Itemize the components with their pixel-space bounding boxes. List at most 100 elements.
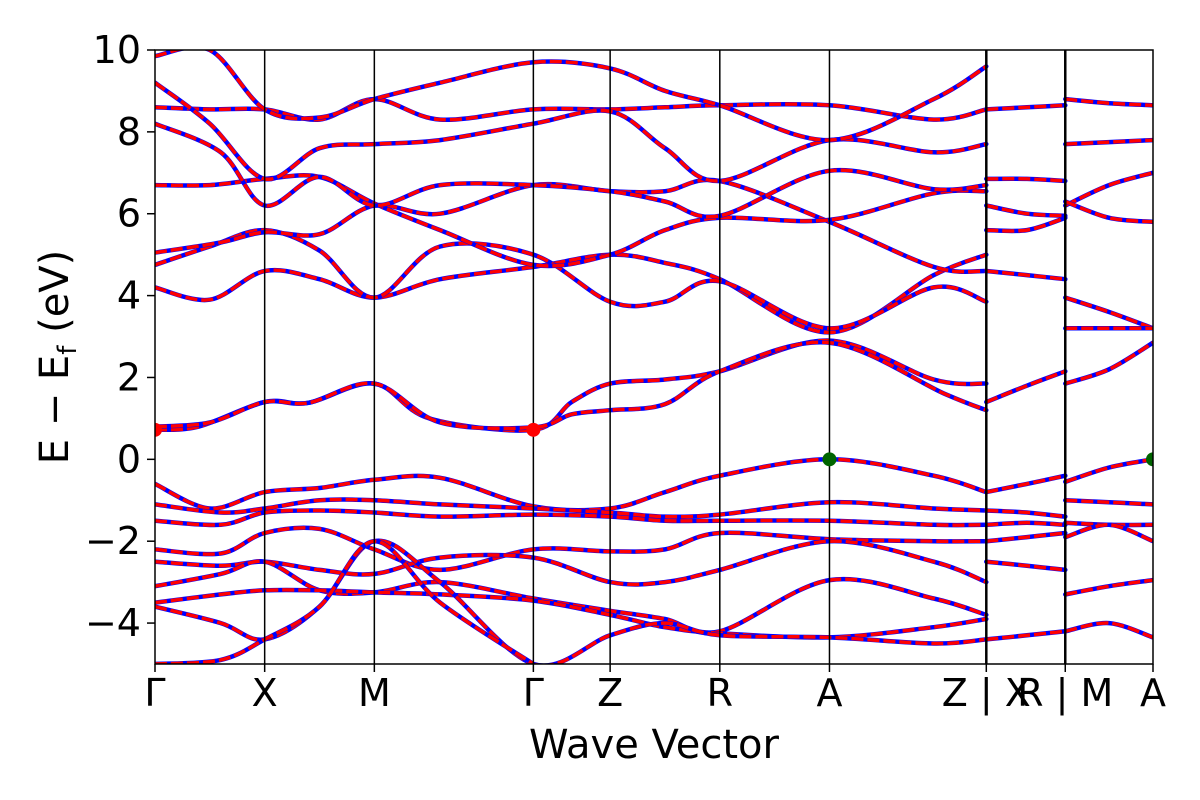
band-11-line bbox=[155, 497, 987, 519]
band-35-overlay bbox=[1063, 199, 1153, 225]
band-1-line bbox=[155, 340, 987, 431]
band-21-line bbox=[986, 216, 1066, 233]
band-27 bbox=[984, 520, 1068, 528]
x-axis: Γ X M Γ Z R A Z | XR | M A bbox=[144, 664, 1166, 716]
kpoint-lines bbox=[263, 50, 1067, 664]
band-42 bbox=[1063, 577, 1153, 597]
band-25 bbox=[984, 473, 1068, 495]
x-tick-label-7: Z | X bbox=[942, 671, 1031, 716]
band-1 bbox=[155, 340, 989, 431]
x-tick-label-0: Γ bbox=[144, 671, 165, 715]
band-38-overlay bbox=[1063, 457, 1153, 485]
band-18 bbox=[155, 538, 536, 664]
band-6-overlay bbox=[155, 121, 989, 220]
extrema-markers bbox=[155, 422, 1153, 467]
band-20 bbox=[984, 268, 1068, 282]
y-tick-label-2: 6 bbox=[117, 192, 141, 236]
band-38-line bbox=[1064, 457, 1153, 484]
band-30 bbox=[984, 629, 1068, 642]
band-34 bbox=[1063, 170, 1153, 208]
band-15-line bbox=[155, 559, 987, 635]
band-27-line bbox=[986, 521, 1066, 527]
band-3-line bbox=[155, 228, 987, 331]
band-32-overlay bbox=[1063, 340, 1153, 386]
plot-frame bbox=[154, 49, 1154, 665]
x-axis-title: Wave Vector bbox=[529, 722, 780, 768]
band-15 bbox=[155, 559, 989, 635]
band-28 bbox=[984, 530, 1068, 544]
band-22 bbox=[984, 203, 1068, 219]
band-0-overlay bbox=[155, 338, 989, 433]
x-tick-label-1: X bbox=[252, 671, 278, 715]
band-20-line bbox=[986, 269, 1066, 281]
x-tick-label-8: R | M bbox=[1017, 671, 1113, 716]
band-9 bbox=[155, 50, 989, 143]
band-18-line bbox=[155, 539, 535, 664]
band-35 bbox=[1063, 199, 1153, 225]
x-tick-label-5: R bbox=[707, 671, 733, 715]
cbm-marker-0 bbox=[155, 422, 162, 437]
y-axis-title-sub: f bbox=[53, 345, 83, 355]
band-23 bbox=[984, 176, 1068, 184]
band-30-line bbox=[986, 629, 1066, 642]
band-31 bbox=[1063, 295, 1153, 331]
band-15-overlay bbox=[155, 559, 989, 635]
band-39 bbox=[1063, 498, 1153, 507]
band-3 bbox=[155, 227, 989, 331]
x-tick-label-3: Γ bbox=[523, 671, 544, 715]
band-14-line bbox=[155, 539, 987, 587]
y-tick-label-6: −2 bbox=[85, 519, 141, 563]
band-24-line bbox=[986, 103, 1066, 112]
band-3-overlay bbox=[155, 227, 989, 331]
y-tick-label-0: 10 bbox=[93, 28, 141, 72]
band-28-line bbox=[986, 531, 1066, 543]
y-axis-title-unit: (eV) bbox=[32, 250, 78, 346]
band-43 bbox=[1063, 620, 1153, 640]
band-42-line bbox=[1064, 578, 1153, 597]
band-19 bbox=[984, 369, 1068, 405]
band-26 bbox=[984, 508, 1068, 519]
band-43-line bbox=[1064, 621, 1153, 640]
band-32-line bbox=[1064, 341, 1153, 386]
band-35-line bbox=[1064, 199, 1153, 224]
band-22-line bbox=[985, 203, 1066, 218]
band-25-line bbox=[985, 473, 1066, 494]
band-36 bbox=[1063, 137, 1153, 147]
band-21 bbox=[984, 215, 1068, 234]
band-9-line bbox=[155, 50, 988, 142]
bands-layer bbox=[155, 50, 1153, 664]
y-tick-label-1: 8 bbox=[117, 110, 141, 154]
band-38 bbox=[1063, 457, 1153, 485]
band-18-overlay bbox=[155, 538, 536, 664]
x-tick-label-4: Z bbox=[597, 671, 623, 715]
band-41-overlay bbox=[1063, 522, 1153, 544]
x-tick-label-9: A bbox=[1140, 671, 1166, 715]
band-37 bbox=[1063, 96, 1153, 108]
band-0 bbox=[155, 338, 989, 433]
band-31-line bbox=[1064, 295, 1153, 330]
band-41 bbox=[1063, 522, 1153, 544]
band-6 bbox=[155, 121, 989, 220]
band-31-overlay bbox=[1063, 295, 1153, 331]
y-axis: 10 8 6 4 2 0 −2 −4 bbox=[85, 28, 155, 645]
y-axis-title-main: E − E bbox=[32, 355, 78, 465]
band-19-line bbox=[985, 369, 1066, 404]
band-29-line bbox=[986, 559, 1066, 572]
vbm-marker-1 bbox=[1146, 452, 1153, 467]
y-tick-label-4: 2 bbox=[117, 355, 141, 399]
band-39-line bbox=[1065, 498, 1153, 507]
y-tick-label-7: −4 bbox=[85, 601, 141, 645]
band-37-line bbox=[1065, 97, 1153, 108]
cbm-marker-1 bbox=[526, 422, 541, 437]
y-tick-label-5: 0 bbox=[117, 437, 141, 481]
band-26-line bbox=[986, 508, 1066, 519]
band-41-line bbox=[1064, 523, 1153, 543]
band-34-overlay bbox=[1063, 170, 1153, 208]
band-23-line bbox=[986, 177, 1066, 183]
band-0-line bbox=[155, 338, 987, 433]
y-axis-title: E − Ef (eV) bbox=[32, 250, 83, 465]
band-32 bbox=[1063, 340, 1153, 386]
band-24 bbox=[984, 103, 1068, 112]
band-34-line bbox=[1064, 171, 1153, 208]
